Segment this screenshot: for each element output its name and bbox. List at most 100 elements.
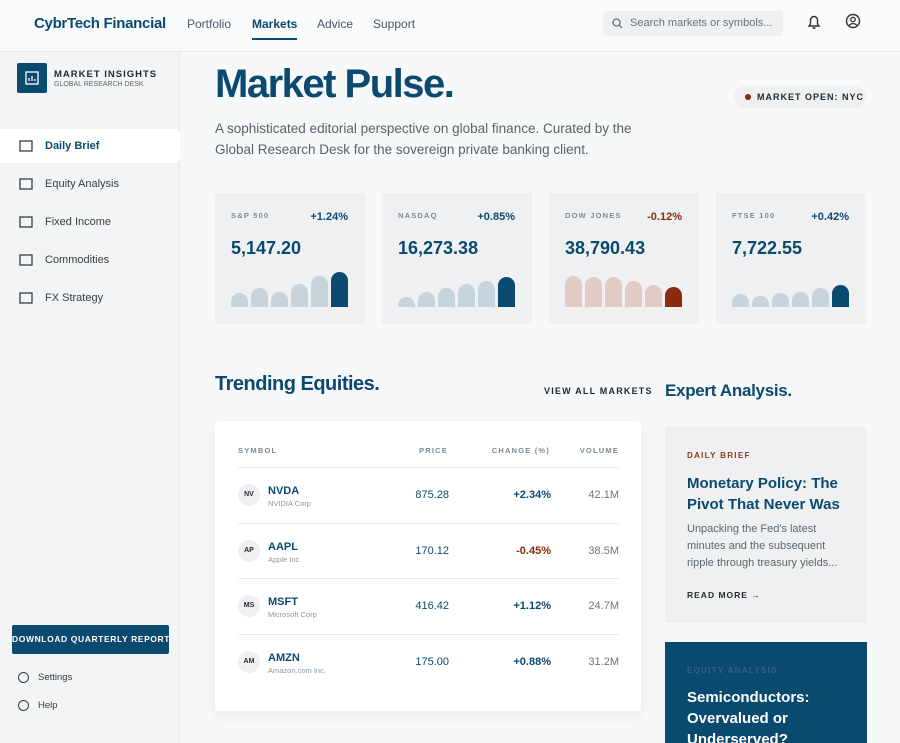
- article-tag: DAILY BRIEF: [687, 451, 751, 460]
- sparkbar-chart: [732, 263, 850, 307]
- sparkbar: [665, 287, 682, 307]
- sidebar-item[interactable]: FX Strategy: [0, 281, 180, 315]
- sidebar-item[interactable]: Fixed Income: [0, 205, 180, 239]
- sidebar-item[interactable]: Equity Analysis: [0, 167, 180, 201]
- article-card[interactable]: EQUITY ANALYSIS Semiconductors: Overvalu…: [665, 642, 867, 743]
- nav-link[interactable]: Support: [373, 17, 416, 31]
- table-row[interactable]: AM AMZN Amazon.com Inc. 175.00 +0.88% 31.2M: [238, 633, 619, 689]
- sidebar-label: Fixed Income: [45, 216, 112, 228]
- sparkbar: [271, 292, 288, 307]
- volume: 31.2M: [588, 655, 619, 668]
- sidebar-footer-item[interactable]: Help: [18, 699, 138, 715]
- company-name: Apple Inc.: [268, 554, 302, 564]
- table-row[interactable]: AP AAPL Apple Inc. 170.12 -0.45% 38.5M: [238, 522, 619, 578]
- trending-title: Trending Equities.: [215, 373, 380, 395]
- sparkbar: [291, 284, 308, 307]
- volume: 38.5M: [588, 544, 619, 557]
- market-status: MARKET OPEN: NYC: [734, 86, 866, 108]
- status-dot: [745, 94, 751, 100]
- hero-title: Market Pulse.: [215, 62, 455, 106]
- sparkbar-chart: [398, 263, 516, 307]
- nav-link[interactable]: Markets: [252, 17, 298, 40]
- search-icon: [612, 18, 623, 29]
- article-card[interactable]: DAILY BRIEF Monetary Policy: The Pivot T…: [665, 427, 867, 623]
- search-box[interactable]: Search markets or symbols...: [603, 11, 783, 36]
- footer-label: Help: [38, 700, 58, 711]
- column-header: PRICE: [419, 446, 448, 455]
- index-change: +0.85%: [477, 211, 515, 223]
- company-name: Amazon.com Inc.: [268, 665, 326, 675]
- account-icon[interactable]: [845, 13, 861, 29]
- sparkbar: [398, 297, 415, 307]
- sidebar-icon: [19, 178, 33, 190]
- search-placeholder: Search markets or symbols...: [630, 17, 773, 29]
- sparkbar: [418, 292, 435, 307]
- equities-table: SYMBOL PRICE CHANGE (%) VOLUME NV NVDA NVIDIA …: [215, 421, 641, 711]
- volume: 24.7M: [588, 600, 619, 612]
- sidebar-icon: [19, 216, 33, 228]
- symbol: NVDA: [268, 485, 300, 497]
- read-more-text: READ MORE: [687, 590, 748, 600]
- price: 175.00: [415, 655, 449, 668]
- download-report-button[interactable]: DOWNLOAD QUARTERLY REPORT: [12, 625, 169, 654]
- index-value: 5,147.20: [231, 238, 302, 258]
- column-header: CHANGE (%): [491, 446, 550, 455]
- footer-label: Settings: [38, 672, 73, 683]
- index-change: +0.42%: [811, 211, 849, 223]
- sparkbar: [645, 285, 662, 307]
- read-more-link[interactable]: READ MORE →: [687, 590, 761, 600]
- sparkbar: [732, 294, 749, 307]
- nav-link[interactable]: Advice: [317, 17, 354, 31]
- index-value: 7,722.55: [732, 238, 803, 258]
- change: +1.12%: [513, 600, 551, 612]
- analysis-title: Expert Analysis.: [665, 381, 792, 400]
- volume: 42.1M: [588, 489, 619, 501]
- sidebar-icon: [19, 254, 33, 266]
- index-name: NASDAQ: [398, 211, 438, 220]
- symbol-badge: NV: [238, 484, 260, 506]
- symbol-badge: MS: [238, 595, 260, 617]
- nav-link[interactable]: Portfolio: [187, 17, 232, 31]
- footer-icon: [18, 700, 29, 711]
- index-change: +1.24%: [310, 211, 348, 223]
- price: 416.42: [415, 600, 449, 612]
- index-card[interactable]: S&P 500 +1.24% 5,147.20: [215, 193, 365, 324]
- table-row[interactable]: NV NVDA NVIDIA Corp 875.28 +2.34% 42.1M: [238, 467, 619, 522]
- sparkbar: [311, 276, 328, 307]
- symbol: MSFT: [268, 596, 298, 608]
- index-card[interactable]: FTSE 100 +0.42% 7,722.55: [716, 193, 866, 324]
- sidebar-item[interactable]: Daily Brief: [0, 129, 180, 163]
- sidebar-subtitle: GLOBAL RESEARCH DESK: [54, 81, 144, 88]
- change: +0.88%: [513, 655, 551, 668]
- sparkbar: [585, 277, 602, 307]
- notifications-icon[interactable]: [807, 14, 821, 30]
- change: +2.34%: [513, 489, 551, 501]
- article-summary: Unpacking the Fed's latest minutes and t…: [687, 523, 838, 569]
- sidebar-icon: [19, 140, 33, 152]
- table-row[interactable]: MS MSFT Microsoft Corp 416.42 +1.12% 24.7M: [238, 578, 619, 633]
- symbol: AAPL: [268, 540, 298, 553]
- sidebar-label: FX Strategy: [45, 292, 104, 304]
- column-header: SYMBOL: [238, 446, 278, 455]
- index-card[interactable]: DOW JONES -0.12% 38,790.43: [549, 193, 699, 324]
- index-card[interactable]: NASDAQ +0.85% 16,273.38: [382, 193, 532, 324]
- index-value: 38,790.43: [565, 238, 646, 258]
- price: 170.12: [415, 544, 449, 557]
- change: -0.45%: [516, 544, 551, 557]
- view-all-link[interactable]: VIEW ALL MARKETS: [544, 386, 653, 396]
- sparkbar: [772, 293, 789, 307]
- sparkbar: [478, 281, 495, 307]
- hero-description: A sophisticated editorial perspective on…: [215, 121, 632, 157]
- sparkbar-chart: [231, 263, 349, 307]
- article-tag: EQUITY ANALYSIS: [687, 666, 778, 675]
- sidebar-item[interactable]: Commodities: [0, 243, 180, 277]
- sidebar-label: Daily Brief: [45, 140, 100, 152]
- brand[interactable]: CybrTech Financial: [34, 15, 166, 32]
- company-name: NVIDIA Corp: [268, 499, 311, 508]
- sidebar-label: Equity Analysis: [45, 178, 119, 190]
- sparkbar: [251, 288, 268, 307]
- sparkbar: [231, 293, 248, 307]
- sidebar-icon: [19, 292, 33, 304]
- sidebar-footer-item[interactable]: Settings: [18, 671, 138, 687]
